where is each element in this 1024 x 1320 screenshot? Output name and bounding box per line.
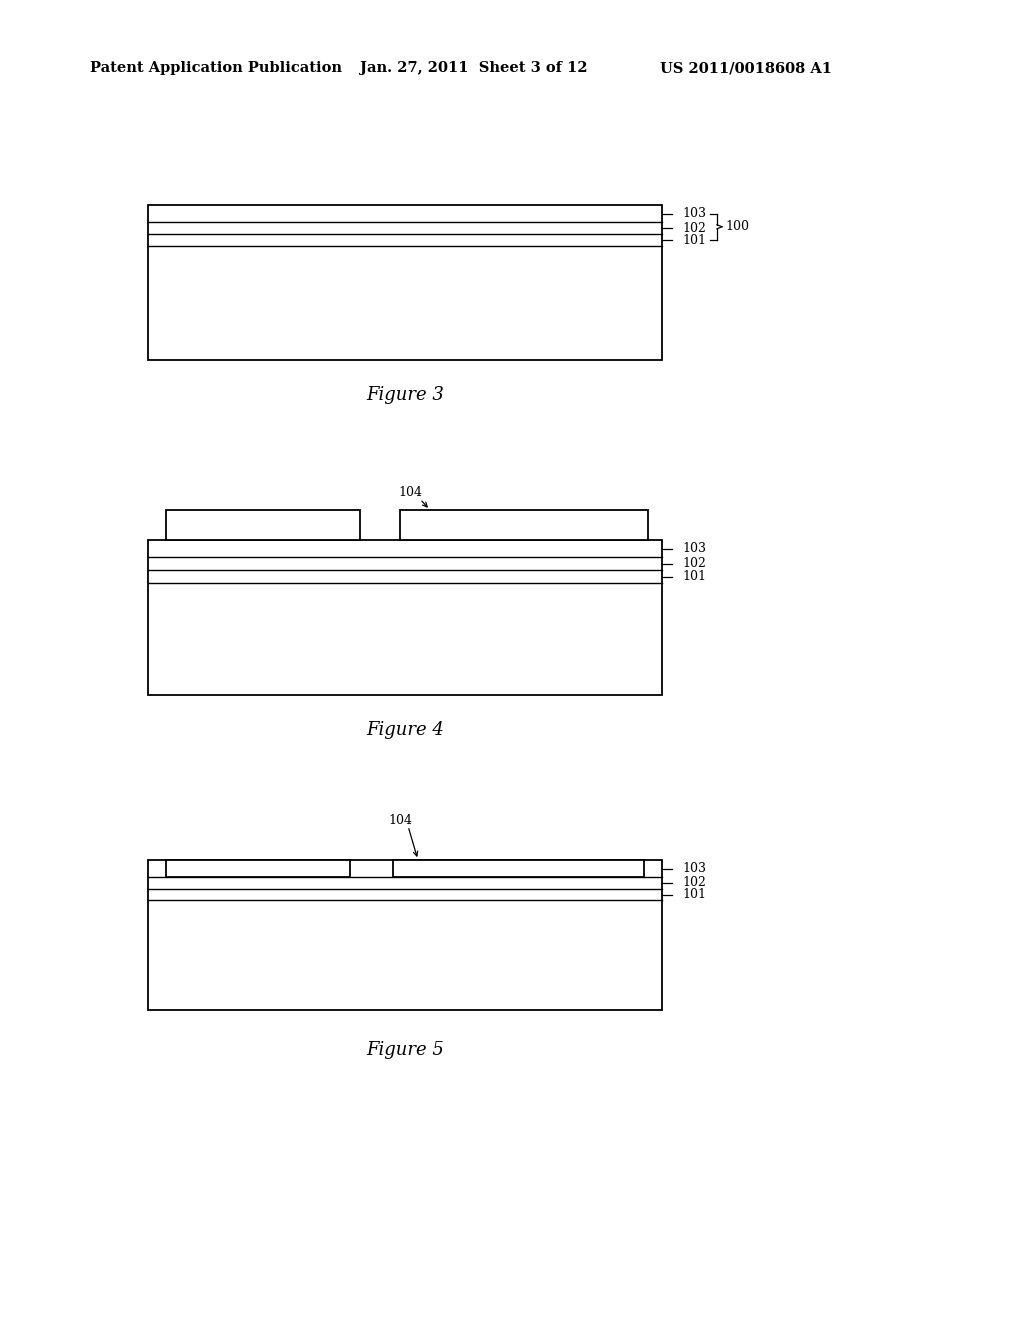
- Text: 104: 104: [388, 813, 412, 826]
- Bar: [166, 510, 360, 540]
- Bar: [148, 205, 662, 360]
- Text: 104: 104: [398, 487, 422, 499]
- Text: 103: 103: [682, 543, 706, 554]
- Bar: [400, 510, 648, 540]
- Text: Figure 5: Figure 5: [366, 1041, 444, 1059]
- Text: US 2011/0018608 A1: US 2011/0018608 A1: [660, 61, 831, 75]
- Text: 102: 102: [682, 557, 706, 570]
- Text: 103: 103: [682, 862, 706, 875]
- Bar: [148, 861, 662, 1010]
- Text: 102: 102: [682, 876, 706, 890]
- Text: Figure 3: Figure 3: [366, 385, 444, 404]
- Bar: [393, 861, 644, 876]
- Text: 103: 103: [682, 207, 706, 220]
- Bar: [148, 540, 662, 696]
- Text: Jan. 27, 2011  Sheet 3 of 12: Jan. 27, 2011 Sheet 3 of 12: [360, 61, 588, 75]
- Text: 101: 101: [682, 234, 706, 247]
- Text: Patent Application Publication: Patent Application Publication: [90, 61, 342, 75]
- Text: 101: 101: [682, 888, 706, 902]
- Bar: [166, 861, 350, 876]
- Text: 100: 100: [725, 220, 749, 234]
- Text: Figure 4: Figure 4: [366, 721, 444, 739]
- Text: 101: 101: [682, 570, 706, 583]
- Text: 102: 102: [682, 222, 706, 235]
